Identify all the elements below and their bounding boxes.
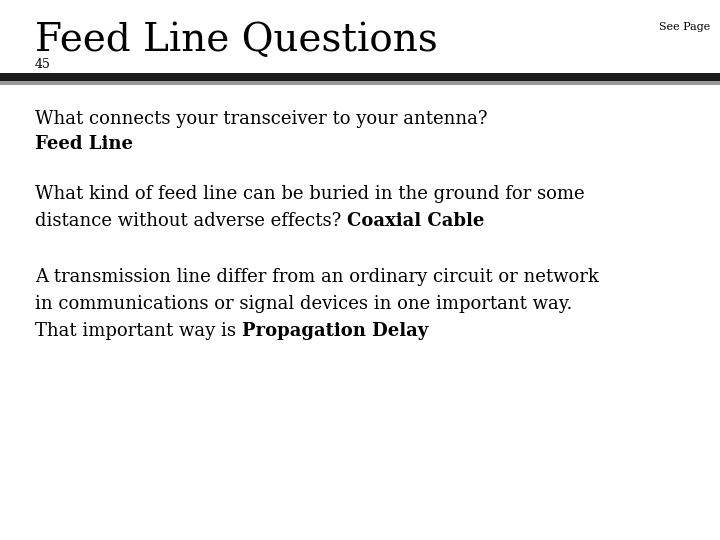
Text: 45: 45 [35,58,51,71]
Text: distance without adverse effects?: distance without adverse effects? [35,212,347,230]
Text: See Page: See Page [659,22,710,32]
Text: That important way is: That important way is [35,322,242,340]
Text: Feed Line Questions: Feed Line Questions [35,22,438,59]
Bar [0,80,720,84]
Text: What connects your transceiver to your antenna?: What connects your transceiver to your a… [35,110,487,128]
Text: Coaxial Cable: Coaxial Cable [347,212,485,230]
Text: What kind of feed line can be buried in the ground for some: What kind of feed line can be buried in … [35,185,585,203]
Text: A transmission line differ from an ordinary circuit or network: A transmission line differ from an ordin… [35,268,599,286]
Bar [0,73,720,80]
Text: Feed Line: Feed Line [35,135,133,153]
Text: Propagation Delay: Propagation Delay [242,322,428,340]
Text: in communications or signal devices in one important way.: in communications or signal devices in o… [35,295,572,313]
